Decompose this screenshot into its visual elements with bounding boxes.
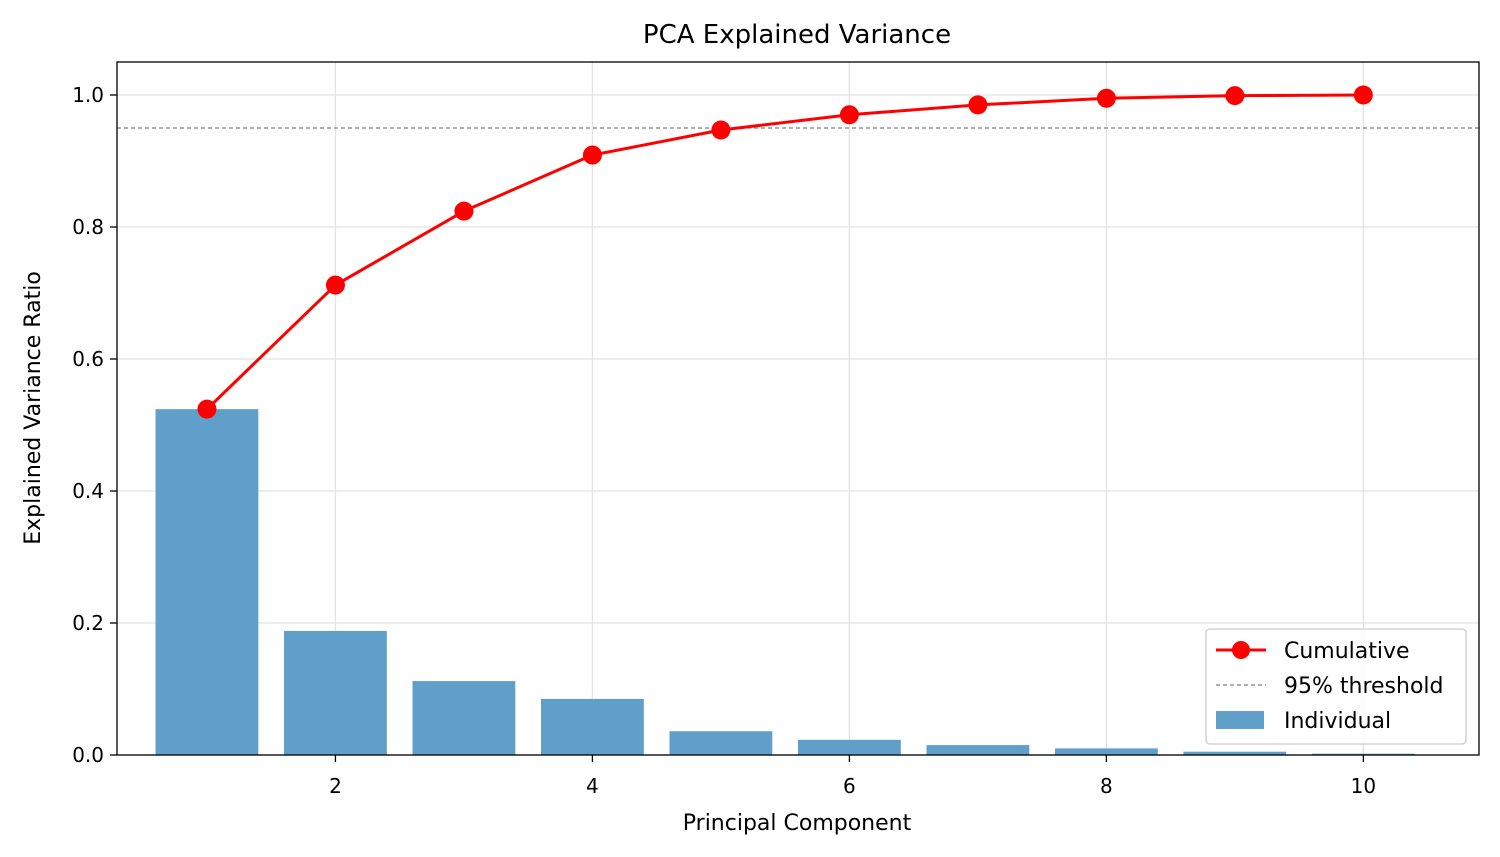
bar-individual-pc8 <box>1054 748 1158 755</box>
x-tick-label: 6 <box>843 774 856 798</box>
cumulative-series <box>197 85 1373 419</box>
y-tick-label: 0.6 <box>72 347 104 371</box>
y-tick-label: 0.4 <box>72 479 104 503</box>
legend-box <box>1205 628 1467 745</box>
cumulative-marker-pc5 <box>711 120 731 140</box>
cumulative-marker-pc6 <box>839 105 859 125</box>
cumulative-marker-pc8 <box>1096 88 1116 108</box>
x-tick-label: 2 <box>329 774 342 798</box>
y-tick-label: 0.2 <box>72 611 104 635</box>
y-tick-label: 0.8 <box>72 215 104 239</box>
bar-individual-pc9 <box>1183 751 1287 755</box>
bar-individual-pc4 <box>541 698 644 755</box>
cumulative-marker-pc10 <box>1353 85 1373 105</box>
bar-individual-pc7 <box>926 745 1030 755</box>
x-axis-ticks: 2 4 6 8 10 <box>329 755 1376 798</box>
grid <box>117 62 1479 756</box>
cumulative-marker-pc1 <box>197 399 217 419</box>
y-tick-label: 0.0 <box>72 743 104 767</box>
cumulative-marker-pc7 <box>968 95 988 115</box>
cumulative-line <box>205 93 1364 411</box>
x-axis-label: Principal Component <box>683 811 912 836</box>
cumulative-marker-pc3 <box>454 201 474 221</box>
x-tick-label: 4 <box>586 774 599 798</box>
legend-individual-swatch <box>1216 711 1264 729</box>
cumulative-marker-pc2 <box>325 275 345 295</box>
y-tick-label: 1.0 <box>72 83 104 107</box>
y-axis-ticks: 0.0 0.2 0.4 0.6 0.8 1.0 <box>72 83 117 767</box>
cumulative-marker-pc9 <box>1225 86 1245 106</box>
chart-title: PCA Explained Variance <box>643 20 951 50</box>
bar-individual-pc6 <box>798 739 901 755</box>
bar-individual-pc1 <box>155 409 259 755</box>
x-tick-label: 10 <box>1351 774 1376 798</box>
plot-frame <box>116 61 1480 756</box>
x-tick-label: 8 <box>1100 774 1113 798</box>
bar-individual-pc5 <box>669 731 773 755</box>
bar-individual-pc2 <box>284 630 387 755</box>
legend-label-cumulative: Cumulative <box>1284 639 1410 664</box>
legend-label-threshold: 95% threshold <box>1284 674 1444 699</box>
y-axis-label: Explained Variance Ratio <box>21 271 46 545</box>
bar-individual-pc3 <box>412 681 516 755</box>
legend: Cumulative 95% threshold Individual <box>1205 628 1467 745</box>
cumulative-marker-pc4 <box>582 145 602 165</box>
legend-cumulative-marker <box>1232 641 1250 659</box>
bars-series <box>155 409 1415 755</box>
legend-label-individual: Individual <box>1284 709 1391 734</box>
bar-individual-pc10 <box>1311 753 1415 755</box>
